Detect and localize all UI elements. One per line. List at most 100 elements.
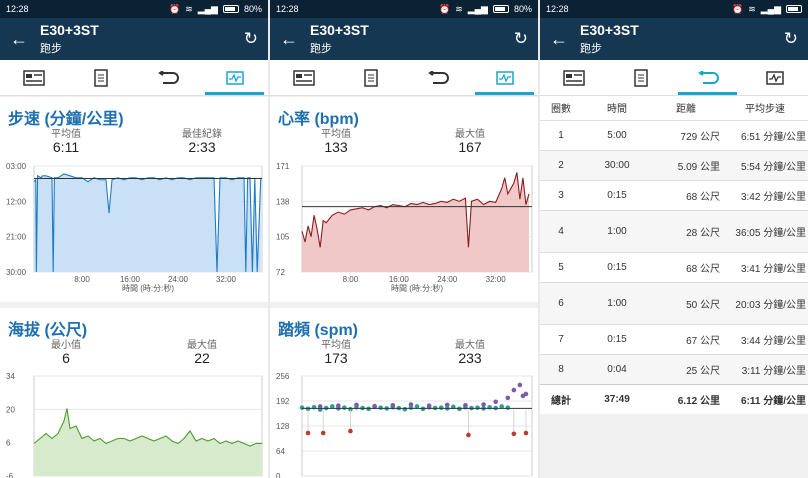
elevation-line: [33, 408, 262, 447]
alarm-icon: ⏰: [732, 3, 744, 14]
x-tick-label: 32:00: [216, 275, 237, 284]
wifi-icon: ≋: [185, 3, 193, 14]
document-icon: [633, 68, 648, 87]
y-tick-label: 03:00: [6, 162, 27, 171]
refresh-icon[interactable]: ↻: [513, 29, 528, 48]
tab-summary[interactable]: [0, 60, 67, 95]
lap-time: 5:00: [582, 119, 652, 150]
hr-max-label: 最大值: [455, 129, 485, 140]
status-time: 12:28: [6, 4, 29, 14]
battery-icon: [492, 5, 509, 13]
tab-summary[interactable]: [270, 60, 337, 95]
table-row[interactable]: 1 5:00 729 公尺 6:51 分鐘/公里: [540, 119, 808, 150]
total-pace: 6:11 分鐘/公里: [720, 383, 808, 414]
status-time: 12:28: [546, 4, 569, 14]
pace-avg-value: 6:11: [52, 139, 80, 155]
tab-charts[interactable]: [741, 60, 808, 95]
tab-laps[interactable]: [134, 60, 201, 95]
cadence-point-teal: [499, 404, 505, 409]
cadence-point-purple: [511, 387, 517, 393]
battery-percent: 80%: [243, 4, 262, 14]
refresh-icon[interactable]: ↻: [783, 29, 798, 48]
table-row[interactable]: 4 1:00 28 公尺 36:05 分鐘/公里: [540, 209, 808, 252]
elevation-min-value: 6: [62, 350, 70, 366]
table-row[interactable]: 2 30:00 5.09 公里 5:54 分鐘/公里: [540, 149, 808, 180]
lap-pace: 3:44 分鐘/公里: [720, 323, 808, 354]
cadence-avg-label: 平均值: [321, 340, 351, 351]
y-tick-label: 192: [276, 397, 290, 406]
tab-bar: [540, 60, 808, 96]
hr-avg-value: 133: [324, 139, 348, 155]
lap-distance: 25 公尺: [652, 353, 720, 384]
arrow-left-icon[interactable]: ←: [550, 28, 568, 49]
cadence-point-teal: [329, 404, 335, 409]
cadence-avg-value: 173: [324, 350, 348, 366]
tab-details[interactable]: [337, 60, 404, 95]
activity-type: 跑步: [310, 43, 332, 55]
cadence-point-purple: [408, 402, 414, 407]
status-time: 12:28: [276, 4, 299, 14]
cadence-chart: 256 192 128 64 0: [276, 372, 533, 478]
pace-best-value: 2:33: [188, 139, 216, 155]
arrow-left-icon[interactable]: ←: [10, 28, 28, 49]
signal-icon: ▂▄▆: [467, 3, 488, 14]
tab-charts[interactable]: [471, 60, 538, 95]
tab-details[interactable]: [67, 60, 134, 95]
alarm-icon: ⏰: [438, 3, 451, 14]
table-row[interactable]: 7 0:15 67 公尺 3:44 分鐘/公里: [540, 323, 808, 354]
lap-distance: 67 公尺: [652, 323, 720, 354]
elevation-max-value: 22: [194, 350, 210, 366]
cadence-point-teal: [299, 405, 305, 410]
lap-number: 3: [540, 179, 582, 210]
cadence-max-value: 233: [458, 350, 482, 366]
lap-pace: 36:05 分鐘/公里: [720, 209, 808, 252]
lap-distance: 5.09 公里: [652, 149, 720, 180]
cadence-point-purple: [336, 403, 341, 408]
hr-avg-label: 平均值: [321, 129, 351, 140]
table-row[interactable]: 3 0:15 68 公尺 3:42 分鐘/公里: [540, 179, 808, 210]
lap-number: 2: [540, 149, 582, 180]
cadence-point-purple: [354, 402, 359, 408]
table-row[interactable]: 5 0:15 68 公尺 3:41 分鐘/公里: [540, 251, 808, 282]
tab-details[interactable]: [607, 60, 674, 95]
activity-title: E30+3ST: [580, 22, 639, 38]
lap-time: 1:00: [582, 209, 652, 252]
lap-number: 8: [540, 353, 582, 384]
y-tick-label: 171: [276, 162, 290, 171]
y-tick-label: 21:00: [6, 233, 27, 242]
lap-distance: 68 公尺: [652, 179, 720, 210]
y-tick-label: 72: [276, 268, 285, 277]
tab-laps[interactable]: [674, 60, 741, 95]
y-tick-label: 20: [6, 405, 15, 414]
laps-loop-icon: [157, 70, 179, 84]
wifi-icon: ≋: [748, 3, 756, 14]
tab-laps[interactable]: [404, 60, 471, 95]
pace-area: [34, 173, 261, 272]
screen-2: 12:28 ⏰ ≋ ▂▄▆ 80% ← E30+3ST 跑步 ↻ 心率 (bpm…: [270, 0, 538, 478]
tab-summary[interactable]: [540, 60, 607, 95]
refresh-icon[interactable]: ↻: [243, 29, 258, 48]
lap-number: 7: [540, 323, 582, 354]
cadence-point-purple: [426, 403, 432, 408]
table-row[interactable]: 8 0:04 25 公尺 3:11 分鐘/公里: [540, 353, 808, 384]
cadence-point-purple: [463, 402, 468, 408]
lap-time: 30:00: [582, 149, 652, 180]
cadence-point-purple: [372, 403, 377, 409]
tab-charts[interactable]: [201, 60, 268, 95]
x-tick-label: 16:00: [389, 275, 410, 284]
heart-rate-area: [302, 172, 529, 272]
pace-title: 步速 (分鐘/公里): [8, 111, 124, 128]
summary-card-icon: [562, 69, 585, 86]
table-row[interactable]: 6 1:00 50 公尺 20:03 分鐘/公里: [540, 281, 808, 324]
document-icon: [363, 68, 378, 87]
lap-pace: 5:54 分鐘/公里: [720, 149, 808, 180]
elevation-min-label: 最小值: [51, 340, 81, 351]
col-avg-pace: 平均步速: [745, 104, 785, 116]
app-bar: ← E30+3ST 跑步 ↻: [270, 18, 538, 60]
cadence-point-purple: [390, 402, 396, 408]
cadence-point-purple: [517, 382, 523, 388]
tab-bar: [270, 60, 538, 96]
arrow-left-icon[interactable]: ←: [280, 28, 298, 49]
cadence-point-teal: [438, 405, 444, 410]
cadence-point-purple: [523, 391, 529, 397]
